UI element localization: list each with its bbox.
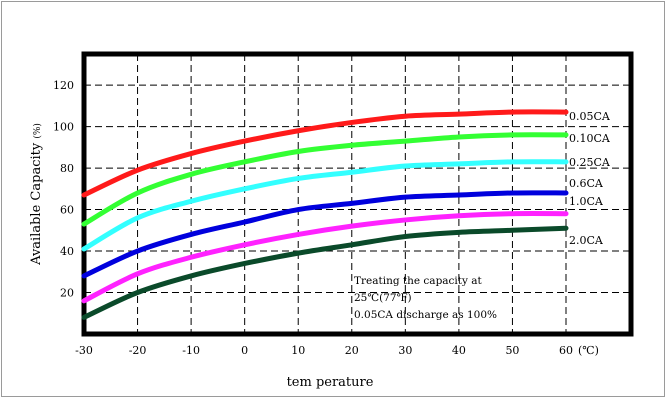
x-unit-suffix: (℃) [578,344,599,357]
x-tick-label: 20 [345,344,359,357]
y-tick-label: 20 [60,287,74,300]
x-tick-label: 10 [291,344,305,357]
y-axis-unit: (%) [32,123,43,139]
series-labels: 0.05CA 0.10CA 0.25CA 0.6CA 1.0CA 2.0CA [569,110,611,247]
y-tick-label: 100 [53,121,74,134]
series-line [81,109,569,198]
annotation-line-3: 0.05CA discharge as 100% [354,309,497,321]
series-line [81,132,569,227]
series-label: 0.25CA [569,156,611,169]
series-label: 0.6CA [569,177,604,190]
y-tick-labels: 20 40 60 80 100 120 [53,79,74,299]
grid-lines [83,54,631,334]
x-tick-label: 50 [505,344,519,357]
x-tick-label: -20 [129,344,147,357]
x-tick-label: 0 [241,344,248,357]
x-tick-labels: -30 -20 -10 0 10 20 30 40 50 60 [75,344,573,357]
series-line [81,225,569,320]
y-tick-label: 80 [60,162,74,175]
y-tick-label: 40 [60,245,74,258]
y-axis-title-group: Available Capacity (%) [29,123,44,266]
annotation-line-1: Treating the capacity at [354,275,483,287]
annotation-line-2: 25℃(77℉) [354,292,412,304]
y-tick-label: 60 [60,204,74,217]
series-label: 0.05CA [569,110,611,123]
y-tick-label: 120 [53,79,74,92]
x-tick-label: 40 [452,344,466,357]
x-tick-label: -30 [75,344,93,357]
x-tick-label: 60 [559,344,573,357]
series-line [81,159,569,252]
x-tick-label: -10 [182,344,200,357]
y-axis-title-text: Available Capacity [29,142,44,266]
series-label: 2.0CA [569,234,604,247]
series-line [81,190,569,279]
series-label: 1.0CA [569,195,604,208]
series-lines [81,109,569,320]
x-axis-title: tem perature [287,375,374,390]
x-tick-label: 30 [398,344,412,357]
series-line [81,211,569,304]
y-axis-title: Available Capacity (%) [29,123,44,266]
series-label: 0.10CA [569,132,611,145]
